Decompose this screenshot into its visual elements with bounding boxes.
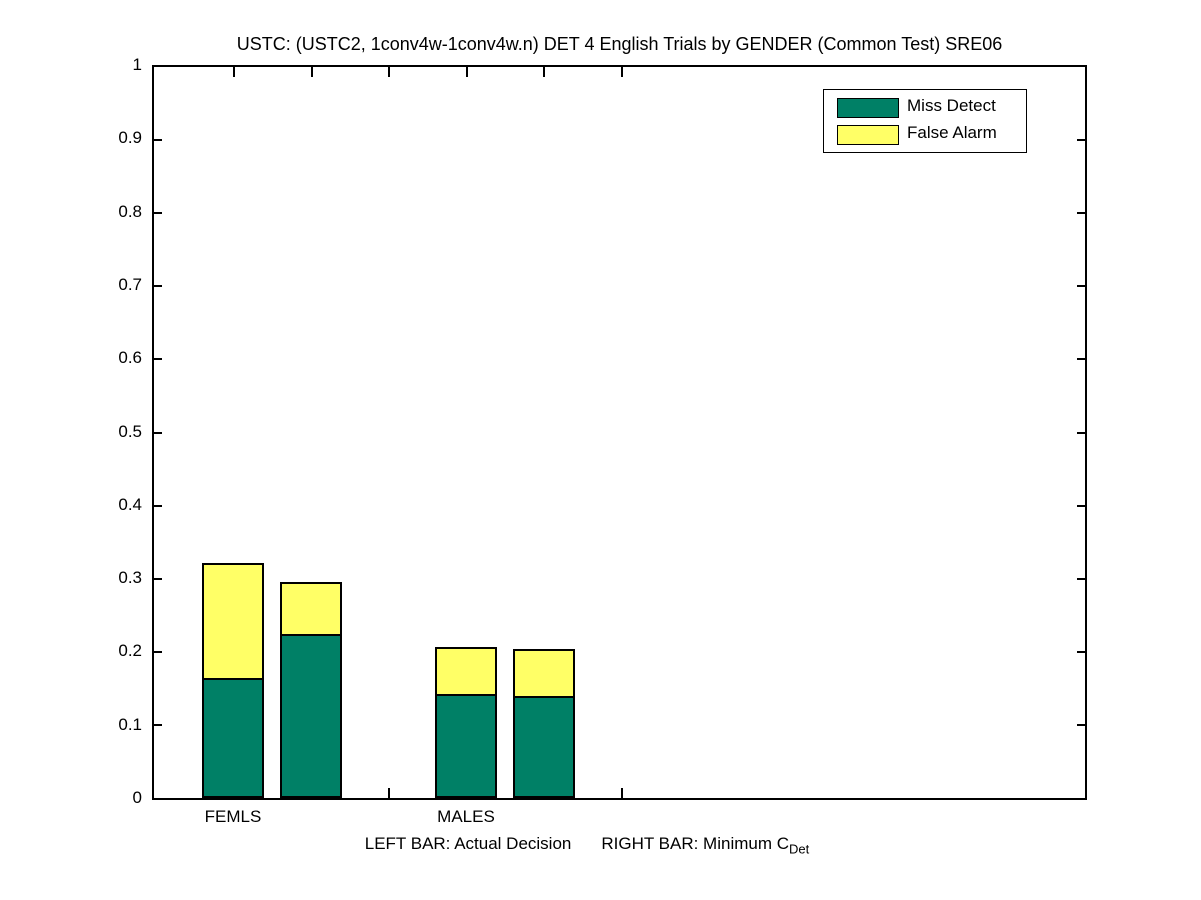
x-axis-tick-mirror: [543, 67, 545, 77]
y-axis-tick-label: 0.5: [118, 422, 142, 441]
y-axis-tick-label: 0.8: [118, 202, 142, 221]
y-axis-tick-label: 0.1: [118, 715, 142, 734]
y-axis-tick: [154, 505, 162, 507]
legend-swatch-miss-detect: [837, 98, 899, 118]
x-axis-tick: [621, 788, 623, 798]
y-axis-tick-label: 0: [132, 788, 142, 807]
y-axis-tick: [154, 285, 162, 287]
y-axis-tick-label: 0.6: [118, 348, 142, 367]
legend-label-false-alarm: False Alarm: [907, 123, 997, 142]
bar-males-actual-decision: [435, 647, 497, 798]
footnote-right-bar-text: RIGHT BAR: Minimum C: [601, 834, 790, 853]
x-axis-tick-mirror: [311, 67, 313, 77]
y-axis-tick-mirror: [1077, 651, 1085, 653]
x-axis-tick-mirror: [466, 67, 468, 77]
x-axis-tick: [388, 788, 390, 798]
chart-title: USTC: (USTC2, 1conv4w-1conv4w.n) DET 4 E…: [236, 34, 1003, 54]
x-axis-tick-mirror: [233, 67, 235, 77]
y-axis-tick: [154, 358, 162, 360]
y-axis-tick-label: 0.9: [118, 128, 142, 147]
y-axis-tick: [154, 432, 162, 434]
x-label-males: MALES: [437, 807, 495, 826]
y-axis-tick-label: 1: [132, 55, 142, 74]
miss-detect-segment: [437, 694, 495, 796]
bar-males-minimum-cdet: [513, 649, 575, 798]
y-axis-tick-mirror: [1077, 212, 1085, 214]
footnote-left-bar-text: LEFT BAR: Actual Decision: [364, 834, 572, 853]
x-axis-tick-mirror: [388, 67, 390, 77]
y-axis-tick-mirror: [1077, 139, 1085, 141]
y-axis-tick: [154, 578, 162, 580]
y-axis-tick-mirror: [1077, 578, 1085, 580]
y-axis-tick-mirror: [1077, 285, 1085, 287]
bar-femls-actual-decision: [202, 563, 264, 798]
y-axis-tick-label: 0.4: [118, 495, 142, 514]
miss-detect-segment: [204, 678, 262, 796]
bar-meaning-footnote: LEFT BAR: Actual Decision RIGHT BAR: Mini…: [154, 833, 1020, 855]
y-axis-tick: [154, 212, 162, 214]
x-axis-tick-mirror: [621, 67, 623, 77]
y-axis-tick-label: 0.3: [118, 568, 142, 587]
y-axis-tick-mirror: [1077, 724, 1085, 726]
footnote-subscript: Det: [789, 841, 810, 857]
plot-area: [152, 65, 1087, 800]
legend: Miss Detect False Alarm: [823, 89, 1027, 153]
y-axis-tick-mirror: [1077, 505, 1085, 507]
x-label-femls: FEMLS: [204, 807, 262, 826]
miss-detect-segment: [515, 696, 573, 796]
y-axis-tick: [154, 724, 162, 726]
y-axis-tick: [154, 651, 162, 653]
miss-detect-segment: [282, 634, 340, 796]
legend-swatch-false-alarm: [837, 125, 899, 145]
y-axis-tick: [154, 139, 162, 141]
legend-label-miss-detect: Miss Detect: [907, 96, 996, 115]
y-axis-tick-mirror: [1077, 432, 1085, 434]
bar-femls-minimum-cdet: [280, 582, 342, 798]
y-axis-tick-label: 0.2: [118, 641, 142, 660]
y-axis-tick-mirror: [1077, 358, 1085, 360]
y-axis-tick-label: 0.7: [118, 275, 142, 294]
